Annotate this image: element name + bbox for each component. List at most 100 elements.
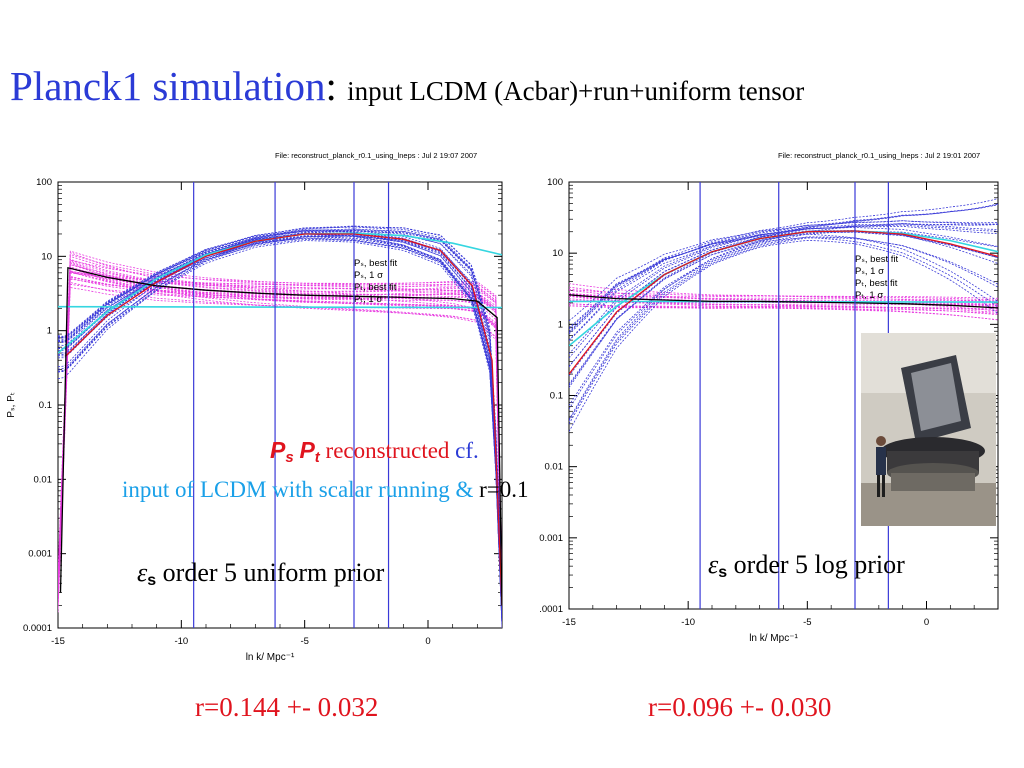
y-tick-label: 0.1 <box>39 400 52 411</box>
left-prior-label: εs order 5 uniform prior <box>137 558 384 590</box>
ps-sample-curve <box>569 236 998 422</box>
y-tick-label: 0.0001 <box>23 623 52 634</box>
y-tick-label: 100 <box>547 177 563 188</box>
ps-sample-curve <box>569 223 998 406</box>
pt-subscript: t <box>314 449 320 466</box>
x-tick-label: -10 <box>681 617 695 628</box>
y-tick-label: 0.01 <box>34 474 53 485</box>
y-tick-label: .0001 <box>539 604 563 615</box>
left-result: r=0.144 +- 0.032 <box>195 692 379 722</box>
right-result: r=0.096 +- 0.030 <box>648 692 832 722</box>
series-line-0 <box>64 233 502 606</box>
cf-text: cf. <box>455 438 479 463</box>
ps-sample-curve <box>58 230 502 586</box>
ps-sample-curve <box>58 230 502 609</box>
pt-sample-curve <box>58 283 502 618</box>
title-simulation: simulation <box>152 63 326 109</box>
y-tick-label: 0.001 <box>539 533 563 544</box>
epsilon-symbol: ε <box>708 550 719 579</box>
pt-sample-curve <box>58 268 502 603</box>
pt-sample-curve <box>569 286 998 312</box>
reconstructed-text: reconstructed <box>319 438 456 463</box>
ps-sample-curve <box>569 203 998 335</box>
pt-sample-curve <box>58 261 502 615</box>
right-prior-label: εs order 5 log prior <box>708 550 905 582</box>
file-label: File: reconstruct_planck_r0.1_using_lnep… <box>778 151 980 160</box>
pt-sample-curve <box>58 259 502 587</box>
x-tick-label: -5 <box>300 636 308 647</box>
pt-sample-curve <box>569 303 998 311</box>
y-tick-label: 10 <box>552 248 563 259</box>
right-prior-text: order 5 log prior <box>727 550 905 579</box>
input-note: input of LCDM with scalar running & r=0.… <box>122 477 529 503</box>
ps-sample-curve <box>569 239 998 432</box>
pt-sample-curve <box>58 255 502 617</box>
pt-symbol: P <box>299 437 315 463</box>
epsilon-subscript: s <box>718 564 728 581</box>
pt-sample-curve <box>58 263 502 601</box>
x-tick-label: 0 <box>924 617 929 628</box>
ps-sample-curve <box>58 235 502 601</box>
title-colon: : <box>325 63 337 109</box>
r-value-text: r=0.1 <box>479 477 529 502</box>
series-line-1 <box>59 266 502 606</box>
legend-entry: Pₜ, best fit <box>354 282 397 293</box>
ps-sample-curve <box>58 240 502 628</box>
x-axis-title: ln k/ Mpc⁻¹ <box>749 633 798 644</box>
series-line-1 <box>569 294 998 309</box>
y-tick-label: 10 <box>41 251 52 262</box>
ps-sample-curve <box>569 230 998 420</box>
pt-sample-curve <box>58 276 502 603</box>
y-tick-label: 0.1 <box>550 391 563 402</box>
x-tick-label: -15 <box>51 636 65 647</box>
ps-sample-curve <box>58 225 502 581</box>
ps-sample-curve <box>58 229 502 606</box>
legend-entry: Pₜ, 1 σ <box>855 290 883 301</box>
left-prior-text: order 5 uniform prior <box>156 558 385 587</box>
x-tick-label: 0 <box>425 636 430 647</box>
pt-sample-curve <box>58 267 502 599</box>
curve-band <box>569 198 998 432</box>
ps-sample-curve <box>569 198 998 333</box>
y-tick-label: 0.01 <box>545 462 564 473</box>
ps-sample-curve <box>569 230 998 410</box>
y-axis-title: Pₛ, Pₜ <box>6 392 17 418</box>
ps-sample-curve <box>58 237 502 626</box>
legend-entry: Pₜ, best fit <box>855 278 898 289</box>
ps-sample-curve <box>569 237 998 385</box>
y-tick-label: 100 <box>36 177 52 188</box>
y-tick-label: 0.001 <box>28 549 52 560</box>
legend-entry: Pₛ, best fit <box>855 254 899 265</box>
pt-sample-curve <box>58 264 502 589</box>
pt-sample-curve <box>569 305 998 321</box>
ps-sample-curve <box>58 228 502 586</box>
legend-entry: Pₛ, best fit <box>354 258 398 269</box>
legend-entry: Pₛ, 1 σ <box>855 266 884 277</box>
pt-sample-curve <box>58 272 502 599</box>
pt-sample-curve <box>58 253 502 592</box>
epsilon-symbol: ε <box>137 558 148 587</box>
pt-sample-curve <box>58 282 502 628</box>
pt-sample-curve <box>569 283 998 301</box>
title-main: Planck1 <box>10 63 143 109</box>
pt-sample-curve <box>58 262 502 628</box>
x-tick-label: -10 <box>174 636 188 647</box>
slide-title: Planck1 simulation: input LCDM (Acbar)+r… <box>10 62 804 115</box>
y-tick-label: 1 <box>47 326 52 337</box>
ps-sample-curve <box>569 225 998 332</box>
pt-sample-curve <box>58 271 502 598</box>
ps-sample-curve <box>569 220 998 322</box>
pt-sample-curve <box>58 260 502 600</box>
x-axis-title: ln k/ Mpc⁻¹ <box>246 652 295 663</box>
legend-entry: Pₜ, 1 σ <box>354 294 382 305</box>
x-tick-label: -5 <box>803 617 811 628</box>
pt-sample-curve <box>58 250 502 590</box>
reconstructed-note: Ps Pt reconstructed cf. <box>270 437 479 466</box>
epsilon-subscript: s <box>147 572 157 589</box>
title-subtitle: input LCDM (Acbar)+run+uniform tensor <box>347 76 805 106</box>
planck-satellite-photo <box>861 333 996 526</box>
ps-subscript: s <box>285 449 294 466</box>
ps-sample-curve <box>569 223 998 330</box>
file-label: File: reconstruct_planck_r0.1_using_lnep… <box>275 151 477 160</box>
